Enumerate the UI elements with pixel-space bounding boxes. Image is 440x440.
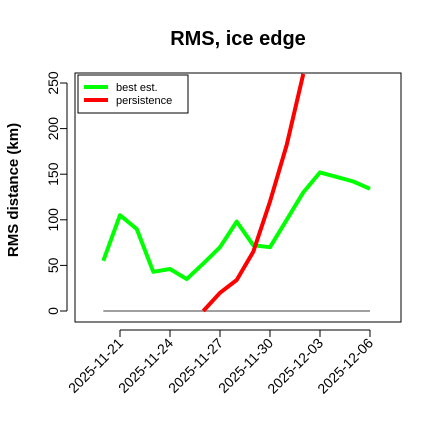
y-tick-label: 200 [45, 117, 61, 141]
series-line-best-est- [101, 170, 371, 282]
x-axis: 2025-11-212025-11-242025-11-272025-11-30… [65, 329, 376, 397]
series-layer [101, 73, 371, 313]
y-tick-label: 250 [45, 71, 61, 95]
y-tick-label: 100 [45, 208, 61, 232]
y-axis: 0 50 100 150 200 250 [45, 71, 68, 315]
series-line-persistence [201, 73, 306, 313]
legend-label-persistence: persistence [116, 95, 172, 107]
y-tick-label: 50 [45, 257, 61, 273]
y-tick-label: 150 [45, 162, 61, 186]
legend-label-best-est-: best est. [116, 82, 158, 94]
legend-box [77, 74, 189, 114]
y-axis-label: RMS distance (km) [5, 123, 22, 257]
chart-title: RMS, ice edge [170, 28, 306, 50]
plot-area-frame [74, 72, 402, 323]
y-tick-label: 0 [45, 307, 61, 315]
legend: best est.persistence [77, 74, 189, 114]
